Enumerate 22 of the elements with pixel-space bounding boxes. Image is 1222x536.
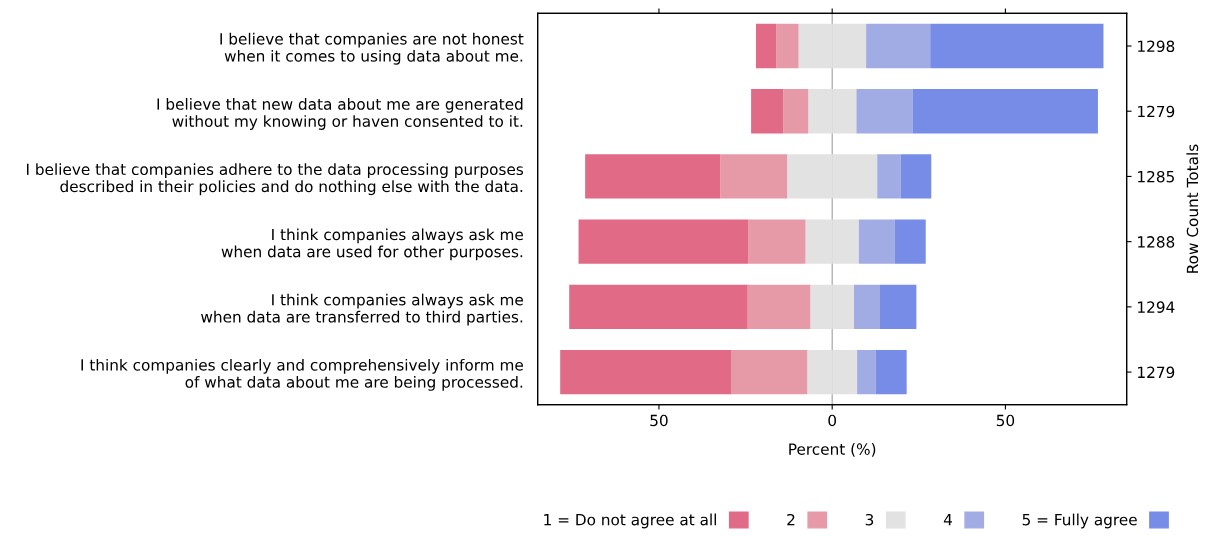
legend-label: 1 = Do not agree at all [544,513,716,529]
y2-tick-label: 1279 [1138,366,1175,379]
x-tick-label: 50 [650,414,668,427]
legend-label: 4 [943,514,952,526]
y2-tick-label: 1294 [1138,301,1175,313]
y-tick-label: I think companies always ask me when data are used for other purposes. [221,228,523,261]
y-tick-label: I think companies clearly and comprehensively inform me of what data about me are being processed. [81,358,523,391]
legend-label: 5 = Fully agree [1022,513,1137,529]
y-tick-label: I think companies always ask me when data are transferred to third parties. [201,293,523,326]
y-tick-label: I believe that companies adhere to the data processing purposes described in their policies and do nothing else with the data. [26,163,524,196]
y2-axis-title: Row Count Totals [1186,144,1199,273]
y2-tick-label: 1285 [1138,170,1174,183]
y-tick-label: I believe that new data about me are generated without my knowing or haven consented to it. [157,98,523,130]
x-axis-title: Percent (%) [789,443,876,457]
y2-tick-label: 1298 [1138,40,1175,53]
y2-tick-label: 1279 [1138,105,1175,118]
legend-label: 2 [787,513,795,526]
y-tick-label: I believe that companies are not honest when it comes to using data about me. [220,32,524,65]
x-tick-label: 50 [996,414,1015,427]
x-tick-label: 0 [828,414,837,427]
legend-label: 3 [865,513,874,526]
y2-tick-label: 1288 [1138,236,1175,248]
